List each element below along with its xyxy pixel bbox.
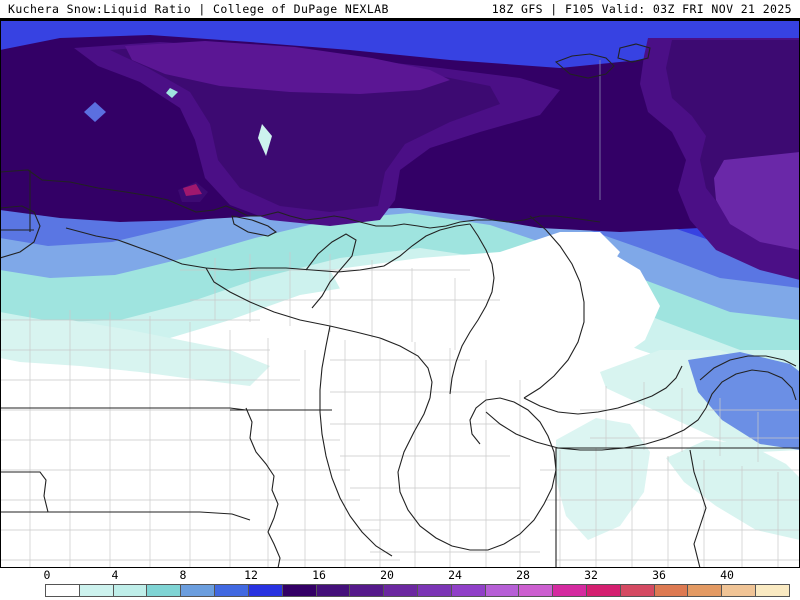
colorbar-swatch[interactable] [620, 585, 655, 596]
colorbar-swatch[interactable] [147, 585, 182, 596]
colorbar-swatch[interactable] [282, 585, 317, 596]
colorbar-tick: 0 [43, 568, 51, 582]
colorbar-swatch[interactable] [316, 585, 351, 596]
colorbar-swatch[interactable] [587, 585, 621, 596]
colorbar-swatch[interactable] [688, 585, 723, 596]
colorbar-swatch[interactable] [46, 585, 80, 596]
colorbar-swatches[interactable] [45, 584, 790, 597]
map-canvas[interactable] [0, 20, 800, 568]
colorbar-swatch[interactable] [451, 585, 486, 596]
colorbar-swatch[interactable] [79, 585, 114, 596]
model-valid-time: 18Z GFS | F105 Valid: 03Z FRI NOV 21 202… [491, 2, 792, 16]
band-0-4-cyan-penn [666, 440, 800, 540]
band-4-6-blue-ontario [688, 352, 800, 450]
colorbar-swatch[interactable] [215, 585, 249, 596]
band-20-24-purple-topwest [125, 41, 450, 94]
colorbar-tick: 12 [244, 568, 258, 582]
colorbar-tick: 20 [380, 568, 394, 582]
colorbar-swatch[interactable] [485, 585, 520, 596]
colorbar-tick: 24 [448, 568, 462, 582]
colorbar-swatch[interactable] [384, 585, 418, 596]
colorbar-swatch[interactable] [756, 585, 789, 596]
ratio-contour-fills [0, 20, 800, 568]
colorbar-swatch[interactable] [248, 585, 283, 596]
colorbar-swatch[interactable] [553, 585, 587, 596]
colorbar-swatch[interactable] [350, 585, 385, 596]
colorbar-swatch[interactable] [417, 585, 452, 596]
colorbar-tick: 36 [652, 568, 666, 582]
colorbar-tick: 32 [584, 568, 598, 582]
colorbar-swatch[interactable] [519, 585, 554, 596]
colorbar-tick: 28 [516, 568, 530, 582]
michigan-lp-coast [397, 397, 505, 551]
header-bar: Kuchera Snow:Liquid Ratio | College of D… [0, 0, 800, 20]
fleck-cyan-2 [258, 124, 272, 156]
header-divider [0, 18, 800, 20]
state-borders [0, 43, 800, 568]
band-0-white-lobe-up [330, 232, 620, 312]
colorbar-legend: 0 4 8 12 16 20 24 28 32 36 40 [0, 568, 800, 600]
product-title: Kuchera Snow:Liquid Ratio | College of D… [8, 2, 389, 16]
band-22-26-purple-east [714, 152, 800, 250]
colorbar-tick-labels: 0 4 8 12 16 20 24 28 32 36 40 [0, 568, 800, 584]
colorbar-tick: 16 [312, 568, 326, 582]
county-borders [0, 60, 800, 568]
inset-lavender-diamond [84, 102, 106, 122]
colorbar-swatch[interactable] [654, 585, 689, 596]
international-border [0, 169, 601, 229]
notch-magenta-superior [183, 184, 202, 196]
colorbar-swatch[interactable] [722, 585, 757, 596]
colorbar-tick: 40 [720, 568, 734, 582]
fleck-cyan-1 [166, 88, 178, 98]
map-svg [0, 20, 800, 568]
band-0-4-cyan-wisconsin [0, 320, 270, 386]
colorbar-tick: 8 [179, 568, 187, 582]
lake-superior-shoreline [65, 223, 471, 273]
colorbar-tick: 4 [111, 568, 119, 582]
colorbar-swatch[interactable] [181, 585, 216, 596]
colorbar-swatch[interactable] [113, 585, 148, 596]
